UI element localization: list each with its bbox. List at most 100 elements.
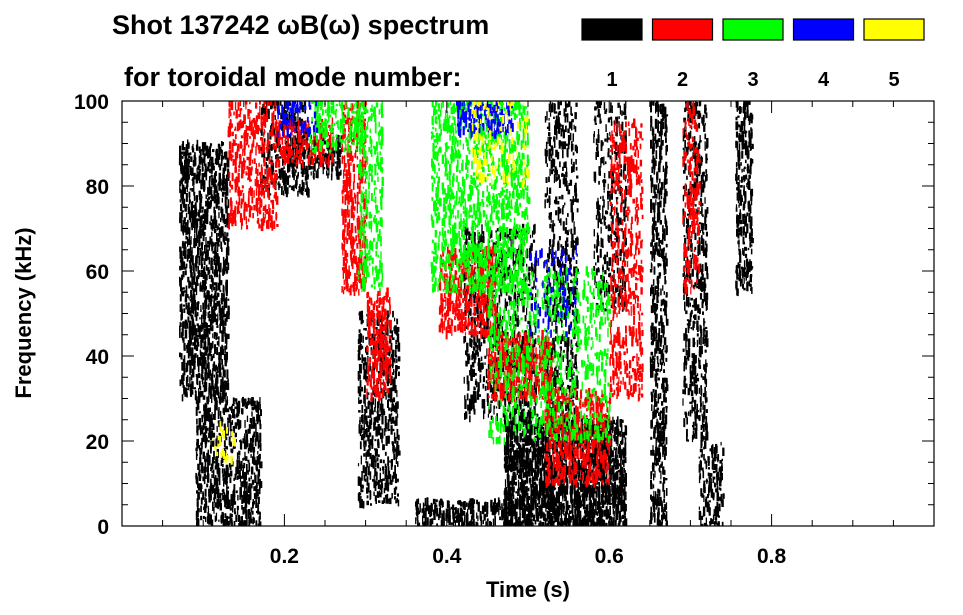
spectral-mark-mode-1 (207, 202, 210, 209)
spectral-mark-mode-1 (193, 270, 195, 280)
spectral-mark-mode-1 (483, 410, 485, 420)
spectral-mark-mode-1 (529, 417, 532, 424)
spectral-mark-mode-1 (252, 398, 254, 405)
spectral-mark-mode-1 (190, 156, 193, 162)
spectral-mark-mode-1 (490, 400, 493, 403)
spectral-mark-mode-1 (242, 471, 245, 479)
spectral-mark-mode-1 (396, 318, 399, 325)
spectral-mark-mode-1 (358, 333, 361, 343)
spectral-mark-mode-1 (181, 378, 184, 385)
spectral-mark-mode-1 (387, 486, 390, 492)
spectral-mark-mode-1 (358, 329, 361, 333)
spectral-mark-mode-1 (617, 454, 619, 459)
spectral-mark-mode-1 (202, 142, 204, 151)
spectral-mark-mode-1 (603, 521, 606, 526)
spectral-mark-mode-1 (220, 352, 222, 360)
spectral-mark-mode-1 (213, 206, 216, 214)
spectral-mark-mode-1 (207, 459, 209, 465)
spectral-mark-mode-1 (219, 270, 221, 276)
spectral-mark-mode-1 (204, 406, 207, 416)
spectral-mark-mode-1 (241, 499, 244, 504)
spectral-mark-mode-1 (222, 367, 225, 376)
spectral-mark-mode-1 (375, 327, 378, 330)
spectral-mark-mode-1 (203, 382, 207, 393)
spectral-mark-mode-1 (213, 282, 216, 286)
spectral-mark-mode-1 (525, 416, 528, 423)
spectral-mark-mode-1 (557, 511, 560, 521)
spectral-mark-mode-1 (195, 255, 198, 264)
spectral-mark-mode-1 (294, 184, 297, 189)
spectral-mark-mode-1 (211, 318, 213, 325)
spectral-mark-mode-1 (208, 151, 212, 156)
spectral-mark-mode-1 (509, 388, 512, 395)
spectral-mark-mode-1 (625, 518, 628, 526)
spectral-mark-mode-1 (196, 276, 199, 286)
spectral-mark-mode-1 (214, 494, 217, 499)
spectral-mark-mode-1 (384, 391, 387, 396)
spectral-mark-mode-1 (387, 376, 389, 387)
spectral-mark-mode-1 (478, 338, 481, 349)
spectral-mark-mode-1 (541, 426, 544, 430)
spectral-mark-mode-1 (218, 358, 221, 366)
spectral-mark-mode-1 (187, 383, 189, 391)
spectral-mark-mode-1 (376, 318, 380, 326)
spectral-mark-mode-1 (209, 284, 212, 289)
spectral-mark-mode-1 (597, 511, 600, 514)
spectral-mark-mode-1 (513, 444, 515, 448)
spectral-mark-mode-1 (539, 458, 542, 464)
spectral-mark-mode-1 (466, 342, 469, 353)
spectral-mark-mode-1 (379, 413, 382, 417)
spectral-mark-mode-1 (473, 386, 475, 391)
spectral-mark-mode-1 (208, 427, 211, 435)
spectral-mark-mode-1 (257, 441, 259, 449)
spectral-mark-mode-1 (307, 188, 310, 198)
spectral-mark-mode-1 (209, 221, 211, 226)
spectral-mark-mode-1 (179, 212, 182, 221)
spectral-mark-mode-1 (257, 475, 260, 484)
spectral-mark-mode-1 (184, 155, 187, 161)
spectral-mark-mode-1 (194, 211, 196, 220)
spectral-mark-mode-1 (233, 488, 236, 497)
spectral-mark-mode-1 (521, 496, 524, 503)
spectral-mark-mode-1 (203, 310, 205, 315)
spectral-mark-mode-1 (525, 464, 527, 473)
spectral-mark-mode-1 (193, 185, 195, 196)
spectral-mark-mode-1 (222, 256, 225, 267)
spectral-mark-mode-1 (209, 487, 212, 495)
spectral-mark-mode-1 (219, 235, 222, 238)
spectral-mark-mode-1 (394, 448, 396, 452)
spectral-mark-mode-1 (583, 506, 587, 509)
spectral-mark-mode-1 (214, 248, 216, 259)
spectral-mark-mode-1 (528, 411, 530, 419)
spectral-mark-mode-1 (590, 508, 593, 515)
spectral-mark-mode-1 (201, 149, 204, 152)
spectral-mark-mode-1 (540, 467, 543, 472)
spectral-mark-mode-1 (200, 243, 202, 249)
spectral-mark-mode-1 (197, 301, 199, 311)
spectral-mark-mode-1 (588, 514, 591, 522)
spectral-mark-mode-1 (367, 425, 370, 433)
spectral-mark-mode-1 (208, 382, 211, 388)
spectral-mark-mode-1 (534, 469, 536, 472)
spectral-mark-mode-1 (541, 522, 543, 526)
spectral-mark-mode-1 (182, 363, 184, 371)
spectral-mark-mode-1 (209, 320, 212, 331)
spectral-mark-mode-1 (210, 518, 212, 526)
spectral-mark-mode-1 (389, 328, 392, 334)
spectral-mark-mode-1 (374, 398, 377, 408)
spectral-mark-mode-1 (473, 408, 476, 415)
spectral-mark-mode-1 (190, 253, 192, 257)
spectral-mark-mode-1 (180, 169, 183, 174)
spectral-mark-mode-1 (528, 496, 531, 501)
spectral-mark-mode-1 (215, 285, 218, 291)
spectral-mark-mode-1 (572, 499, 574, 505)
spectral-mark-mode-1 (248, 501, 250, 505)
spectral-mark-mode-1 (236, 419, 240, 426)
spectral-mark-mode-1 (202, 213, 205, 220)
spectral-mark-mode-1 (183, 243, 185, 253)
spectral-mark-mode-1 (620, 424, 623, 433)
spectral-mark-mode-1 (217, 238, 219, 247)
spectral-mark-mode-1 (197, 164, 200, 171)
spectral-mark-mode-1 (504, 479, 507, 487)
spectral-mark-mode-1 (387, 419, 390, 428)
